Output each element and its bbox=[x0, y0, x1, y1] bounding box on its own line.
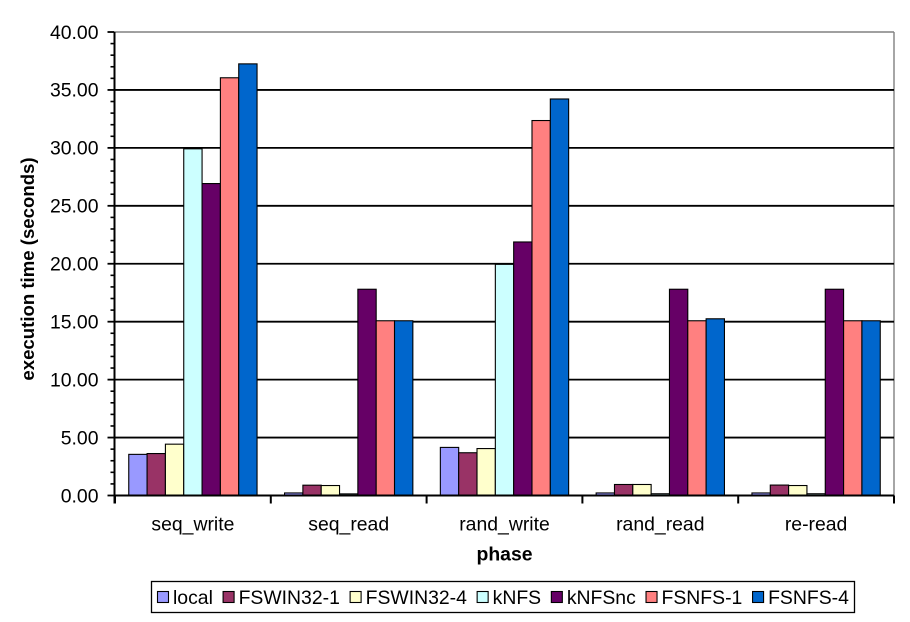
svg-text:30.00: 30.00 bbox=[50, 138, 99, 160]
svg-text:FSWIN32-4: FSWIN32-4 bbox=[366, 587, 467, 609]
svg-text:local: local bbox=[173, 587, 213, 609]
svg-text:0.00: 0.00 bbox=[61, 485, 99, 507]
svg-text:15.00: 15.00 bbox=[50, 311, 99, 333]
svg-text:rand_write: rand_write bbox=[459, 514, 550, 536]
svg-text:FSNFS-4: FSNFS-4 bbox=[768, 587, 849, 609]
svg-text:FSWIN32-1: FSWIN32-1 bbox=[239, 587, 340, 609]
svg-text:FSNFS-1: FSNFS-1 bbox=[662, 587, 743, 609]
svg-text:40.00: 40.00 bbox=[50, 22, 99, 44]
svg-text:20.00: 20.00 bbox=[50, 254, 99, 276]
svg-text:rand_read: rand_read bbox=[616, 514, 704, 536]
svg-text:25.00: 25.00 bbox=[50, 196, 99, 218]
svg-text:kNFSnc: kNFSnc bbox=[567, 587, 636, 609]
svg-text:kNFS: kNFS bbox=[493, 587, 542, 609]
svg-text:phase: phase bbox=[476, 544, 532, 566]
svg-text:10.00: 10.00 bbox=[50, 369, 99, 391]
svg-text:seq_write: seq_write bbox=[151, 514, 234, 536]
svg-text:execution time (seconds): execution time (seconds) bbox=[17, 157, 38, 380]
svg-text:seq_read: seq_read bbox=[308, 514, 389, 536]
svg-text:5.00: 5.00 bbox=[61, 427, 99, 449]
svg-text:re-read: re-read bbox=[785, 514, 848, 536]
svg-text:35.00: 35.00 bbox=[50, 80, 99, 102]
